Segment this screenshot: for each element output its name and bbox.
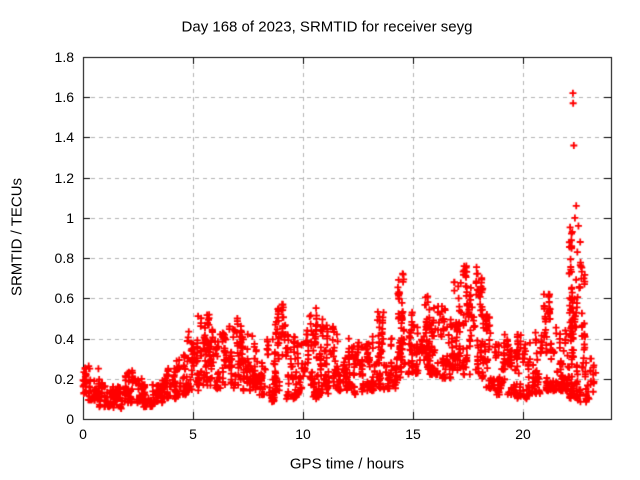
chart-title: Day 168 of 2023, SRMTID for receiver sey… [181,18,473,36]
y-axis-title: SRMTID / TECUs [8,177,26,297]
x-axis-title: GPS time / hours [289,455,405,473]
